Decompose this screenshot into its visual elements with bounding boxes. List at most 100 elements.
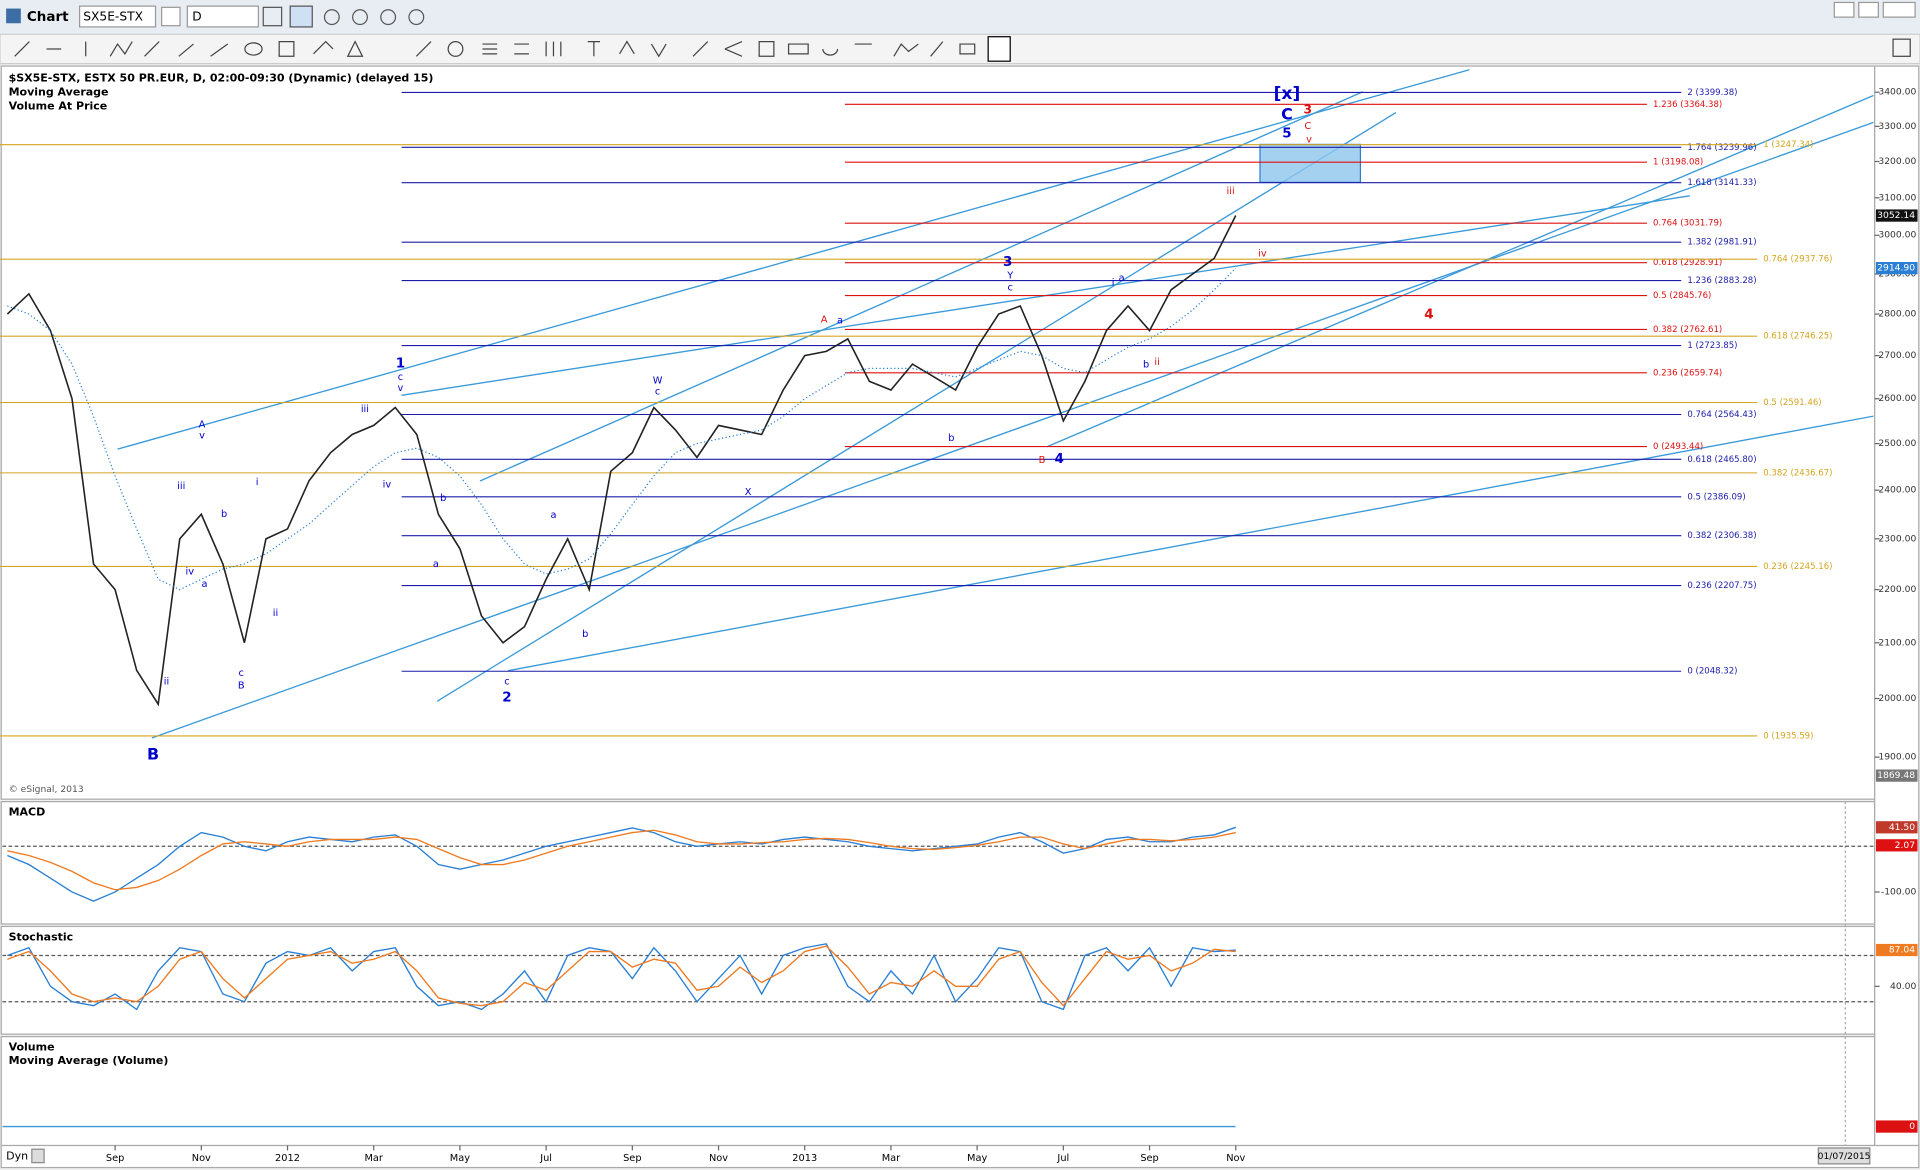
trend-line: [479, 91, 1364, 482]
tool-icon-glyphs[interactable]: [14, 40, 976, 58]
fib-label: 0.382 (2436.67): [1763, 468, 1832, 478]
x-tick-label: Nov: [192, 1153, 211, 1164]
maximize-button[interactable]: [1858, 1, 1879, 18]
x-tick-label: Mar: [882, 1153, 901, 1164]
icon[interactable]: [262, 6, 283, 27]
icon[interactable]: [408, 9, 425, 26]
fib-label: 0.5 (2845.76): [1653, 291, 1711, 301]
wave-label: a: [1119, 273, 1125, 284]
trend-line: [1046, 94, 1874, 448]
wave-label: Y: [1006, 270, 1013, 281]
y-tick-label: 3300.00: [1878, 121, 1916, 132]
x-tick-label: Jul: [539, 1153, 552, 1164]
wave-label: 1: [396, 356, 405, 371]
wave-label: v: [398, 383, 404, 394]
wave-label: iii: [177, 481, 185, 492]
fib-label: 1 (2723.85): [1687, 341, 1737, 351]
icon[interactable]: [352, 9, 368, 26]
icon[interactable]: [380, 9, 397, 26]
wave-label: iii: [1227, 186, 1235, 197]
fib-label: 1.382 (2981.91): [1687, 238, 1756, 248]
symbol-button[interactable]: [161, 6, 181, 27]
wave-label: c: [239, 668, 244, 679]
price-tag: [1875, 839, 1918, 852]
volume-pane: [0, 1035, 1876, 1147]
wave-label: B: [1039, 455, 1046, 466]
wave-label: iv: [186, 567, 195, 578]
price-tag-label: 87.04: [1889, 945, 1915, 956]
wave-label: ii: [273, 608, 278, 619]
series-line: [7, 829, 1236, 891]
x-tick-label: May: [967, 1153, 987, 1164]
toolbar-icons: [14, 36, 1911, 62]
date-box-text: 01/07/2015: [1818, 1151, 1871, 1162]
series-line: [7, 943, 1236, 1011]
wave-label: i: [256, 477, 259, 488]
x-tick-label: Nov: [1226, 1153, 1245, 1164]
price-axis: [1874, 65, 1920, 1147]
y-tick-label: 3100.00: [1878, 192, 1916, 203]
fib-label: 1.618 (3141.33): [1687, 178, 1756, 188]
copyright: © eSignal, 2013: [9, 784, 84, 795]
wave-label: b: [1143, 360, 1149, 371]
y-tick-label: 2100.00: [1878, 637, 1916, 648]
fib-label: 0.764 (2937.76): [1763, 255, 1832, 265]
wave-label: b: [948, 433, 954, 444]
target-box: [1259, 143, 1362, 183]
x-tick-label: Sep: [106, 1153, 124, 1164]
icon[interactable]: [323, 9, 340, 26]
pane-title: Volume: [9, 1041, 55, 1054]
wave-label: b: [582, 629, 588, 640]
footer-left: Dyn: [6, 1150, 28, 1163]
macd-pane: [0, 801, 1876, 925]
wave-label: a: [433, 559, 439, 570]
symbol-input[interactable]: [78, 5, 157, 28]
trend-line: [151, 121, 1874, 739]
wave-label: 5: [1282, 126, 1291, 141]
fib-label: 0 (1935.59): [1763, 731, 1813, 741]
wave-label: A: [199, 420, 206, 431]
legend-entry: Moving Average: [9, 85, 109, 98]
y-tick-label: 2700.00: [1878, 350, 1916, 361]
wave-label: W: [653, 376, 663, 387]
wave-label: c: [398, 372, 403, 383]
wave-label: a: [201, 579, 207, 590]
y-tick-label: 3200.00: [1878, 156, 1916, 167]
tool-icon[interactable]: [987, 36, 1011, 62]
tool-icon[interactable]: [1892, 38, 1911, 57]
y-tick-label: 1900.00: [1878, 752, 1916, 763]
fib-label: 0.236 (2659.74): [1653, 368, 1722, 378]
pane-title: Stochastic: [9, 930, 74, 943]
close-button[interactable]: [1882, 1, 1916, 18]
wave-label: B: [147, 745, 159, 764]
series-line: [6, 215, 1237, 707]
x-tick-label: Sep: [623, 1153, 641, 1164]
price-tag-label: 41.50: [1889, 822, 1915, 833]
app-icon: [6, 8, 21, 24]
wave-label: 3: [1303, 103, 1312, 117]
time-axis: [0, 1144, 1920, 1169]
y-tick-label: 2300.00: [1878, 533, 1916, 544]
wave-label: 4: [1054, 452, 1063, 467]
wave-label: C: [1281, 105, 1293, 124]
series-line: [7, 945, 1236, 1007]
fib-label: 1.236 (2883.28): [1687, 276, 1756, 286]
wave-label: ii: [164, 677, 169, 688]
fib-label: 0.236 (2207.75): [1687, 581, 1756, 591]
top-icons: [262, 5, 425, 28]
icon[interactable]: [289, 5, 313, 28]
wave-label: b: [221, 509, 227, 520]
x-tick-label: May: [450, 1153, 470, 1164]
stochastic-pane: [0, 925, 1876, 1035]
wave-label: v: [1306, 135, 1312, 146]
x-tick-label: Sep: [1140, 1153, 1158, 1164]
wave-label: a: [837, 316, 843, 327]
interval-input[interactable]: [186, 5, 259, 28]
wave-label: iii: [361, 404, 369, 415]
footer-button[interactable]: [31, 1148, 45, 1164]
wave-label: 4: [1424, 308, 1433, 323]
wave-label: B: [238, 680, 245, 691]
minimize-button[interactable]: [1833, 1, 1855, 18]
